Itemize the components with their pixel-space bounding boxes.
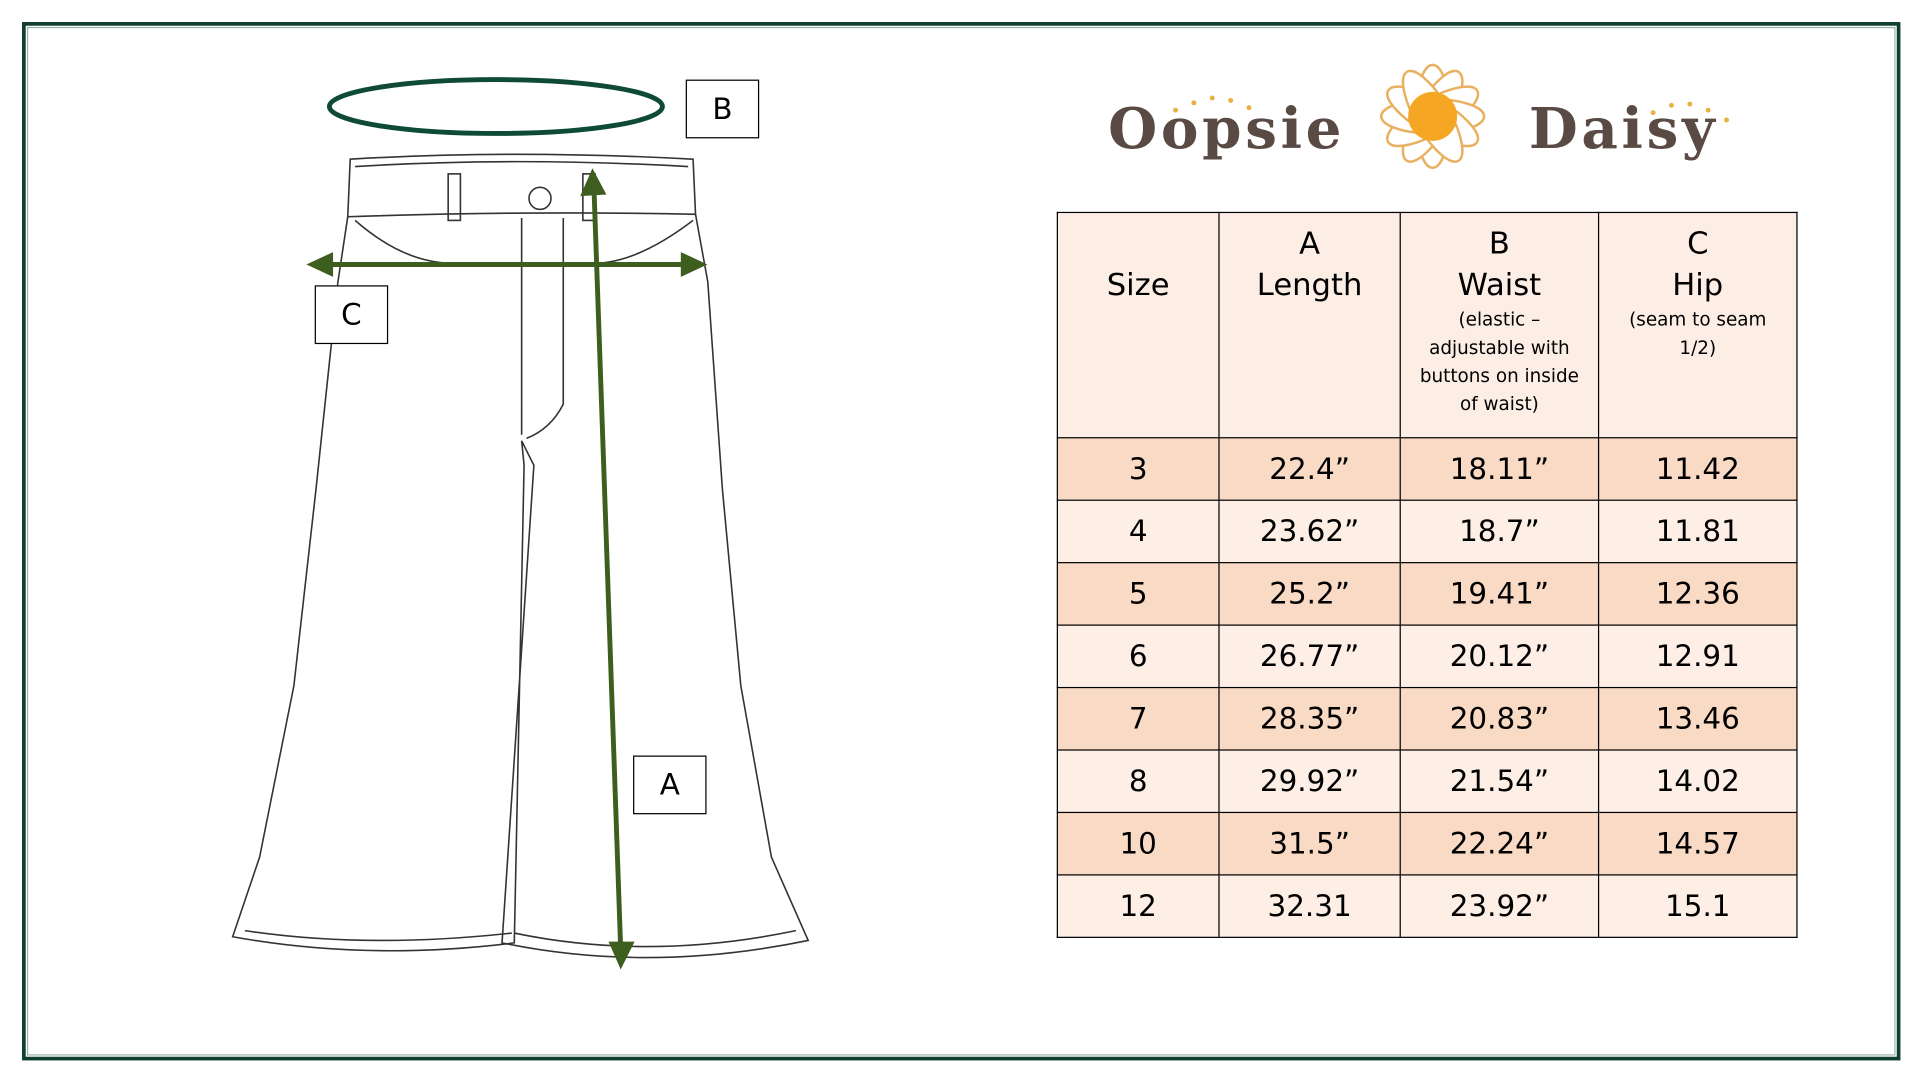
table-row: 4 23.62” 18.7” 11.81 bbox=[1056, 499, 1798, 564]
cell-size: 10 bbox=[1056, 811, 1220, 876]
header-row: Size A Length B Waist (elastic – adjustable… bbox=[1056, 211, 1798, 439]
brand-logo-text: Oopsie Daisy bbox=[1108, 96, 1718, 162]
cell-hip: 13.46 bbox=[1597, 686, 1798, 751]
cell-hip: 12.36 bbox=[1597, 562, 1798, 626]
brand-left: Oopsie bbox=[1108, 95, 1346, 162]
cell-hip: 14.57 bbox=[1597, 811, 1798, 876]
label-a: A bbox=[633, 755, 707, 815]
waist-ring bbox=[326, 77, 665, 136]
cell-waist: 20.12” bbox=[1399, 624, 1600, 689]
cell-length: 23.62” bbox=[1218, 499, 1401, 564]
label-b: B bbox=[685, 79, 760, 139]
header-length: A Length bbox=[1218, 211, 1401, 439]
daisy-logo-icon bbox=[1380, 63, 1486, 169]
cell-waist: 23.92” bbox=[1399, 874, 1600, 938]
cell-length: 32.31 bbox=[1218, 874, 1401, 938]
cell-waist: 18.11” bbox=[1399, 437, 1600, 501]
cell-waist: 22.24” bbox=[1399, 811, 1600, 876]
cell-size: 6 bbox=[1056, 624, 1220, 689]
cell-hip: 12.91 bbox=[1597, 624, 1798, 689]
cell-hip: 11.81 bbox=[1597, 499, 1798, 564]
sparkle-dots bbox=[1173, 95, 1729, 123]
cell-length: 26.77” bbox=[1218, 624, 1401, 689]
header-size: Size bbox=[1056, 211, 1220, 439]
pants-outline bbox=[231, 153, 810, 959]
header-hip: C Hip (seam to seam 1/2) bbox=[1597, 211, 1798, 439]
cell-waist: 18.7” bbox=[1399, 499, 1600, 564]
cell-size: 8 bbox=[1056, 749, 1220, 814]
table-row: 10 31.5” 22.24” 14.57 bbox=[1056, 811, 1798, 876]
cell-size: 3 bbox=[1056, 437, 1220, 501]
cell-length: 25.2” bbox=[1218, 562, 1401, 626]
table-row: 5 25.2” 19.41” 12.36 bbox=[1056, 562, 1798, 626]
cell-hip: 15.1 bbox=[1597, 874, 1798, 938]
cell-length: 28.35” bbox=[1218, 686, 1401, 751]
label-c: C bbox=[314, 285, 389, 345]
size-table: Size A Length B Waist (elastic – adjustable… bbox=[1056, 211, 1798, 938]
measure-arrows bbox=[306, 168, 708, 970]
cell-length: 22.4” bbox=[1218, 437, 1401, 501]
cell-length: 29.92” bbox=[1218, 749, 1401, 814]
table-row: 6 26.77” 20.12” 12.91 bbox=[1056, 624, 1798, 689]
cell-size: 12 bbox=[1056, 874, 1220, 938]
cell-hip: 11.42 bbox=[1597, 437, 1798, 501]
table-row: 12 32.31 23.92” 15.1 bbox=[1056, 874, 1798, 938]
page-frame bbox=[22, 22, 1901, 1061]
table-row: 3 22.4” 18.11” 11.42 bbox=[1056, 437, 1798, 501]
cell-waist: 21.54” bbox=[1399, 749, 1600, 814]
table-row: 8 29.92” 21.54” 14.02 bbox=[1056, 749, 1798, 814]
cell-size: 7 bbox=[1056, 686, 1220, 751]
cell-size: 5 bbox=[1056, 562, 1220, 626]
table-row: 7 28.35” 20.83” 13.46 bbox=[1056, 686, 1798, 751]
header-waist: B Waist (elastic – adjustable with buttons… bbox=[1399, 211, 1600, 439]
cell-waist: 19.41” bbox=[1399, 562, 1600, 626]
cell-length: 31.5” bbox=[1218, 811, 1401, 876]
brand-right: Daisy bbox=[1528, 95, 1719, 162]
cell-hip: 14.02 bbox=[1597, 749, 1798, 814]
cell-size: 4 bbox=[1056, 499, 1220, 564]
cell-waist: 20.83” bbox=[1399, 686, 1600, 751]
